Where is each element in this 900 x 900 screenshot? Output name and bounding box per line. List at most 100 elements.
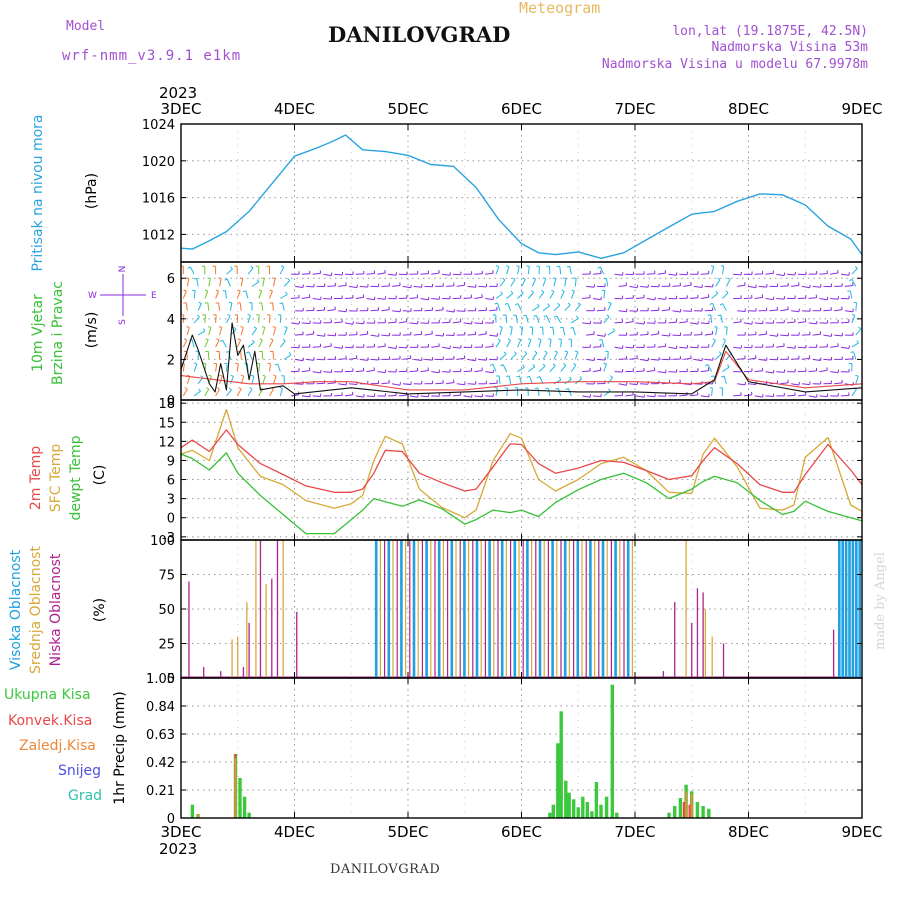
wind-barb [830, 371, 839, 374]
wind-barb [596, 309, 606, 312]
wind-barb-flag [259, 338, 263, 341]
wind-barb [301, 322, 310, 325]
wind-barb-flag [647, 357, 649, 361]
wind-barb-flag [384, 269, 386, 273]
wind-barb-flag [563, 363, 567, 366]
wind-barb [182, 290, 187, 299]
wind-barb [640, 333, 649, 336]
wind-barb-flag [218, 326, 222, 328]
wind-barb-flag [453, 379, 455, 383]
wind-barb-flag [575, 315, 579, 319]
wind-barb [754, 296, 763, 299]
wind-barb [646, 298, 655, 301]
wind-barb [381, 309, 390, 312]
wind-barb [348, 285, 357, 289]
wind-barb [747, 357, 756, 360]
wind-barb [722, 292, 729, 299]
wind-barb [830, 345, 839, 348]
wind-barb-flag [410, 284, 412, 288]
wind-barb-flag [558, 376, 562, 381]
wind-barb [529, 376, 533, 384]
wind-barb-flag [356, 284, 358, 288]
wind-barb-flag [804, 318, 807, 322]
wind-barb-flag [233, 326, 237, 330]
wind-barb [204, 339, 209, 348]
high-cloud-side-label: Visoka Oblacnost [8, 549, 24, 670]
wind-barb [657, 345, 666, 348]
wind-barb [823, 309, 832, 312]
wind-barb [851, 315, 856, 324]
wind-barb [381, 382, 390, 385]
wind-barb-flag [471, 320, 473, 325]
precip-legend-item: Konvek.Kisa [8, 713, 92, 729]
wind-barb-flag [722, 338, 726, 341]
wind-barb [560, 339, 562, 348]
panel-frame-temperature [180, 399, 863, 541]
wind-barb [840, 273, 849, 276]
precip-bar [581, 796, 585, 818]
wind-barb [204, 388, 210, 397]
wind-barb [758, 358, 767, 361]
wind-barb [492, 364, 497, 372]
precip-bar [667, 812, 671, 818]
wind-barb-flag [427, 296, 430, 300]
wind-barb [510, 327, 513, 336]
wind-barb-flag [527, 338, 532, 341]
wind-barb-flag [495, 265, 499, 268]
wind-barb [668, 273, 677, 276]
wind-barb-flag [603, 362, 607, 365]
wind-barb [247, 315, 251, 324]
wind-barb [564, 278, 567, 287]
wind-barb [499, 353, 507, 360]
wind-barb [780, 382, 789, 385]
wind-barb-flag [851, 313, 856, 316]
wind-barb-flag [207, 277, 211, 279]
wind-barb-flag [516, 375, 520, 378]
wind-barb [366, 298, 375, 301]
wind-barb [586, 358, 595, 361]
wind-barb-flag [183, 338, 188, 341]
y-tick-label: 12 [158, 435, 175, 450]
wind-barb-flag [240, 326, 244, 328]
wind-barb-flag [249, 387, 253, 390]
wind-barb [700, 370, 709, 373]
wind-barb [225, 290, 227, 299]
wind-barb-flag [545, 387, 549, 390]
wind-barb-flag [471, 394, 473, 398]
wind-barb-flag [235, 362, 239, 365]
wind-barb [219, 278, 222, 287]
wind-barb [283, 327, 288, 336]
wind-barb [776, 273, 785, 277]
wind-barb [301, 370, 310, 373]
wind-barb [219, 327, 223, 336]
wind-barb-flag [701, 357, 703, 361]
wind-barb [420, 370, 429, 373]
wind-barb [236, 314, 239, 323]
y-tick-label: -3 [162, 531, 175, 546]
wind-barb [791, 310, 800, 313]
wind-barb [521, 279, 526, 287]
wind-barb [262, 376, 266, 384]
wind-barb [258, 339, 263, 348]
wind-barb [499, 279, 506, 287]
wind-barb-flag [721, 375, 725, 378]
wind-barb-flag [720, 265, 724, 267]
wind-barb [452, 346, 461, 349]
bottom-date-label: 6DEC [501, 823, 542, 841]
wind-barb [506, 293, 514, 299]
wind-barb-flag [494, 302, 498, 305]
wind-barb [646, 273, 655, 275]
wind-barb [392, 285, 401, 287]
sfc-temp-side-label: SFC Temp [48, 444, 64, 513]
wind-barb [229, 376, 234, 384]
wind-barb [495, 388, 498, 396]
wind-barb [262, 278, 265, 287]
wind-barb-flag [489, 363, 494, 366]
wind-barb [392, 310, 401, 313]
wind-barb [683, 310, 692, 312]
wind-barb [535, 315, 540, 324]
wind-barb [510, 279, 516, 287]
precip-bar [685, 791, 688, 818]
wind-barb [291, 394, 300, 397]
